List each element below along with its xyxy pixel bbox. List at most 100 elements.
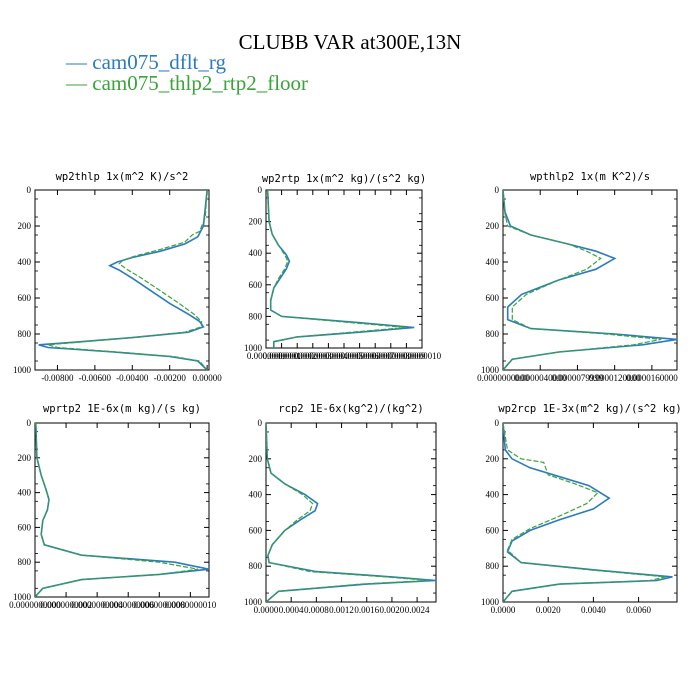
x-tick-label: -0.00600	[79, 373, 112, 383]
plot-frame	[34, 189, 210, 371]
legend-entry-floor: — cam075_thlp2_rtp2_floor	[66, 71, 308, 96]
x-tick-label: 0.0000007	[356, 351, 395, 361]
panel-title: wpthlp2 1x(m K^2)/s	[530, 171, 650, 183]
y-tick-label: 200	[249, 454, 263, 464]
x-tick-label: 0.0040	[581, 605, 606, 615]
y-tick-label: 200	[18, 453, 32, 463]
panel-1: wp2thlp 1x(m^2 K)/s^2 0 200 400 600 800 1000 -0…	[13, 171, 222, 383]
x-tick-label: 0.0000000008	[133, 600, 185, 610]
panel-title: wprtp2 1E-6x(m kg)/(s kg)	[43, 403, 201, 415]
x-tick-label: 0.0000003	[294, 351, 333, 361]
series-line-floor	[503, 423, 666, 602]
x-tick-label: 0.0016	[354, 605, 379, 615]
series-line-floor	[47, 190, 208, 370]
y-tick-label: 800	[249, 311, 263, 321]
x-tick-label: 0.0000005	[325, 351, 364, 361]
plot-frame	[502, 422, 678, 603]
x-tick-label: 0.0000000010	[164, 600, 216, 610]
y-tick-label: 400	[249, 248, 263, 258]
series-line-dflt	[266, 423, 436, 602]
y-tick-label: 200	[18, 221, 32, 231]
y-tick-label: 800	[249, 561, 263, 571]
plot-frame	[265, 422, 437, 603]
x-tick-label: 0.0000	[254, 605, 279, 615]
figure-title: CLUBB VAR at300E,13N	[238, 30, 462, 54]
y-tick-label: 200	[249, 217, 263, 227]
series-line-dflt	[503, 423, 673, 602]
y-tick-label: 800	[18, 557, 32, 567]
y-tick-label: 600	[18, 522, 32, 532]
y-tick-label: 0	[258, 185, 263, 195]
panel-5: rcp2 1E-6x(kg^2)/(kg^2) 0 200 400 600 800 1000…	[244, 403, 437, 615]
x-tick-label: 0.0024	[405, 605, 430, 615]
legend-dash-floor: —	[66, 71, 87, 95]
panel-4: wprtp2 1E-6x(m kg)/(s kg) 0 200 400 600 800 10…	[9, 403, 217, 610]
x-tick-label: 0.0000010	[403, 351, 442, 361]
y-tick-label: 600	[249, 525, 263, 535]
y-tick-label: 1000	[13, 365, 32, 375]
x-tick-label: 0.0000000006	[102, 600, 154, 610]
panel-title: wp2rtp 1x(m^2 kg)/(s^2 kg)	[262, 173, 426, 185]
y-tick-label: 0	[27, 418, 32, 428]
y-tick-label: 400	[18, 488, 32, 498]
series-line-dflt	[266, 190, 415, 348]
x-tick-label: 0.0004	[279, 605, 304, 615]
x-tick-label: 0.0060	[626, 605, 651, 615]
x-tick-label: 0.0000000000	[477, 373, 529, 383]
y-tick-label: 400	[486, 257, 500, 267]
panel-2: wp2rtp 1x(m^2 kg)/(s^2 kg)0 200 400 600 800 1…	[244, 173, 442, 361]
x-tick-label: -0.00800	[41, 373, 74, 383]
x-tick-label: 0.0000120000	[589, 373, 641, 383]
x-tick-label: 0.0000000002	[40, 600, 92, 610]
legend-dash-dflt: —	[66, 50, 87, 74]
x-tick-label: 0.0020	[380, 605, 405, 615]
y-tick-label: 800	[18, 329, 32, 339]
plot-frame	[34, 422, 210, 598]
x-tick-label: -0.00400	[116, 373, 149, 383]
panel-3: wpthlp2 1x(m K^2)/s020040060080010000.00…	[477, 171, 678, 383]
y-tick-label: 200	[486, 454, 500, 464]
panel-title: wp2rcp 1E-3x(m^2 kg)/(s^2 kg)	[498, 403, 681, 415]
series-line-floor	[35, 423, 199, 597]
y-tick-label: 800	[486, 329, 500, 339]
y-tick-label: 1000	[481, 597, 500, 607]
series-line-floor	[267, 190, 407, 348]
x-tick-label: 0.0000002	[278, 351, 316, 361]
x-tick-label: 0.0020	[536, 605, 561, 615]
series-line-floor	[503, 190, 662, 370]
panel-title: rcp2 1E-6x(kg^2)/(kg^2)	[278, 403, 423, 415]
x-tick-label: 0.0000	[491, 605, 516, 615]
series-line-dflt	[38, 190, 208, 370]
y-tick-label: 600	[249, 280, 263, 290]
y-tick-label: 600	[486, 293, 500, 303]
x-tick-label: 0.0000000	[247, 351, 286, 361]
y-tick-label: 0	[495, 418, 500, 428]
y-tick-label: 1000	[481, 365, 500, 375]
y-tick-label: 600	[18, 293, 32, 303]
y-tick-label: 0	[495, 185, 500, 195]
y-tick-label: 400	[486, 490, 500, 500]
panel-6: wp2rcp 1E-3x(m^2 kg)/(s^2 kg) 0 200 400 600 8…	[481, 403, 682, 615]
panel-title: wp2thlp 1x(m^2 K)/s^2	[56, 171, 189, 183]
legend-label-dflt: cam075_dflt_rg	[92, 50, 227, 74]
x-tick-label: 0.0012	[329, 605, 354, 615]
plot-frame	[265, 189, 423, 349]
plot-frame	[502, 189, 678, 371]
x-tick-label: 0.00000	[193, 373, 223, 383]
y-tick-label: 200	[486, 221, 500, 231]
y-tick-label: 400	[249, 490, 263, 500]
y-tick-label: 600	[486, 525, 500, 535]
series-line-floor	[266, 423, 430, 602]
x-tick-label: 0.0000040000	[514, 373, 566, 383]
y-tick-label: 400	[18, 257, 32, 267]
y-tick-label: 800	[486, 561, 500, 571]
x-tick-label: 0.0000079999	[552, 373, 604, 383]
x-tick-label: 0.0000006	[340, 351, 379, 361]
x-tick-label: 0.0000160000	[626, 373, 678, 383]
y-tick-label: 1000	[13, 592, 32, 602]
x-tick-label: 0.0000004	[309, 351, 348, 361]
series-line-dflt	[503, 190, 677, 370]
x-tick-label: 0.0000008	[372, 351, 411, 361]
x-tick-label: 0.0000000000	[9, 600, 61, 610]
